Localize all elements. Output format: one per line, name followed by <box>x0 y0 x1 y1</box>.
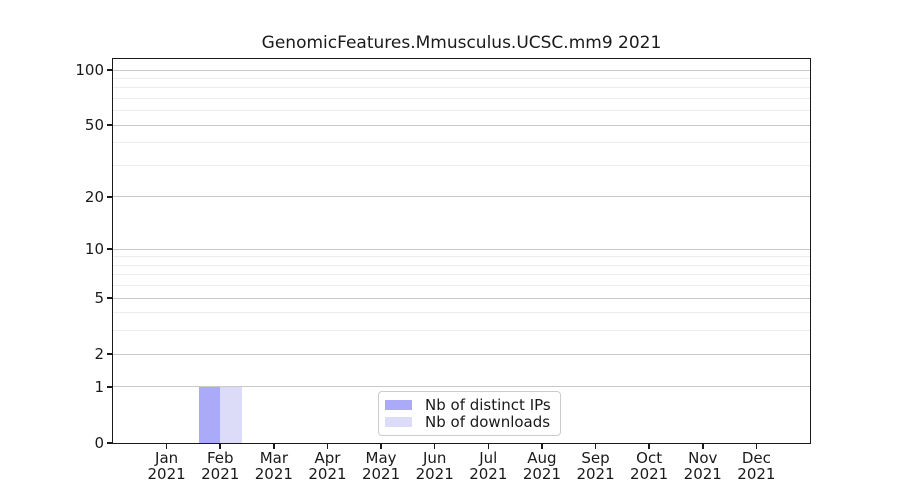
y-axis-tick-label: 0 <box>94 434 104 452</box>
y-axis-tick-label: 20 <box>84 187 104 206</box>
minor-gridline <box>113 285 810 287</box>
x-axis-tick-label: Mar 2021 <box>254 449 293 483</box>
y-axis-tick-label: 2 <box>94 345 104 364</box>
x-axis-tick-label: Nov 2021 <box>683 449 722 483</box>
x-axis-tick-label: Jan 2021 <box>147 449 186 483</box>
x-axis-tick <box>487 444 490 449</box>
x-axis-tick <box>755 444 758 449</box>
legend: Nb of distinct IPs Nb of downloads <box>378 391 561 436</box>
minor-gridline <box>113 87 810 89</box>
legend-item: Nb of downloads <box>385 412 551 431</box>
major-gridline <box>113 353 810 355</box>
minor-gridline <box>113 142 810 144</box>
legend-label: Nb of distinct IPs <box>425 396 551 414</box>
y-axis-tick <box>107 69 112 71</box>
legend-swatch-icon <box>385 400 412 411</box>
minor-gridline <box>113 264 810 266</box>
y-axis-tick <box>107 442 112 444</box>
plot-area <box>112 58 811 444</box>
y-axis-tick <box>107 297 112 299</box>
x-axis-tick-label: Oct 2021 <box>630 449 669 483</box>
x-axis-tick <box>326 444 329 449</box>
y-axis-tick <box>107 248 112 250</box>
x-axis-tick <box>702 444 704 449</box>
y-axis-tick <box>107 124 112 126</box>
x-axis-tick <box>648 444 650 449</box>
major-gridline <box>113 124 810 126</box>
x-axis-tick <box>541 444 543 449</box>
minor-gridline <box>113 256 810 258</box>
x-axis-tick-label: Apr 2021 <box>308 449 347 483</box>
minor-gridline <box>113 110 810 112</box>
legend-swatch-icon <box>385 416 412 427</box>
x-axis-tick-label: Dec 2021 <box>737 449 776 483</box>
x-axis-tick-label: Sep 2021 <box>576 449 615 483</box>
legend-label: Nb of downloads <box>425 412 551 431</box>
minor-gridline <box>113 312 810 314</box>
y-axis-tick-label: 5 <box>94 289 104 308</box>
y-axis-tick-label: 50 <box>84 116 104 135</box>
x-axis-tick-label: Aug 2021 <box>522 449 562 483</box>
x-axis-tick <box>165 444 168 449</box>
major-gridline <box>113 297 810 299</box>
major-gridline <box>113 386 810 388</box>
x-axis-tick <box>219 444 221 449</box>
major-gridline <box>113 196 810 198</box>
y-axis-tick-label: 100 <box>75 61 104 79</box>
legend-item: Nb of distinct IPs <box>385 397 551 414</box>
x-axis-tick <box>380 444 382 449</box>
x-axis-tick-label: Jul 2021 <box>469 449 508 483</box>
y-axis-tick-label: 1 <box>94 377 104 396</box>
x-axis-tick <box>273 444 275 449</box>
major-gridline <box>113 248 810 250</box>
x-axis-tick-label: Feb 2021 <box>201 449 240 483</box>
x-axis-tick-label: Jun 2021 <box>415 449 454 483</box>
minor-gridline <box>113 274 810 276</box>
minor-gridline <box>113 330 810 332</box>
y-axis-tick <box>107 196 112 198</box>
y-axis-tick <box>107 386 112 388</box>
bar-distinct-ips <box>198 386 221 443</box>
minor-gridline <box>113 77 810 79</box>
minor-gridline <box>113 97 810 99</box>
minor-gridline <box>113 164 810 166</box>
y-axis-tick <box>107 353 112 355</box>
x-axis-tick-label: May 2021 <box>361 449 401 483</box>
bar-downloads <box>220 386 242 443</box>
major-gridline <box>113 69 810 71</box>
x-axis-tick <box>594 444 597 449</box>
x-axis-tick <box>433 444 436 449</box>
y-axis-tick-label: 10 <box>84 240 104 259</box>
chart-title: GenomicFeatures.Mmusculus.UCSC.mm9 2021 <box>261 33 662 53</box>
